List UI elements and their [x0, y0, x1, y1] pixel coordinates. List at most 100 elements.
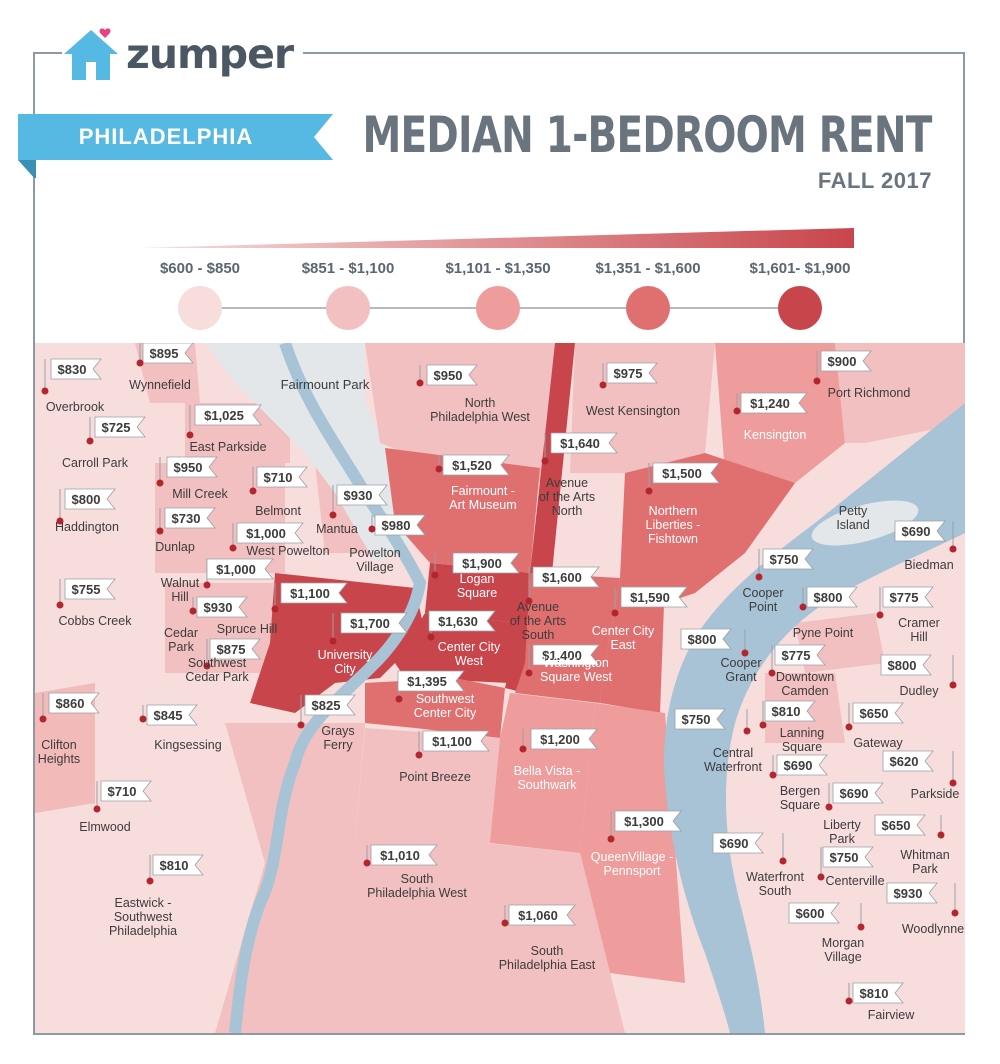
price-label: $1,300 [624, 814, 664, 829]
price-label: $1,240 [750, 396, 790, 411]
location-pin-icon [743, 727, 751, 735]
location-pin-icon [146, 877, 154, 885]
neighborhood-name: Woodlynne [902, 922, 964, 936]
price-flag [532, 644, 600, 666]
neighborhood-marker: $1,060 South Philadelphia East [499, 904, 596, 972]
neighborhood-marker: $930 Mantua [316, 484, 388, 536]
price-flag [206, 558, 274, 580]
neighborhood-name: Logan Square [457, 572, 497, 600]
location-pin-icon [39, 715, 47, 723]
price-flag [256, 466, 308, 488]
region-spruce-cedar [165, 583, 285, 673]
neighborhood-marker: $810 Lanning Square [759, 700, 824, 754]
location-pin-icon [56, 601, 64, 609]
neighborhood-marker: $1,000 Walnut Hill [161, 558, 274, 604]
neighborhood-name: Downtown Camden [776, 670, 834, 698]
brand-logo: zumper [62, 24, 304, 84]
neighborhood-name: Avenue of the Arts South [510, 600, 566, 642]
neighborhood-marker: $755 Cobbs Creek [56, 578, 132, 628]
schuylkill-river [229, 343, 427, 1033]
location-pin-icon [769, 771, 777, 779]
price-flag [340, 612, 408, 634]
neighborhood-name: Belmont [255, 504, 301, 518]
neighborhood-marker: $1,000 West Powelton [229, 522, 330, 558]
neighborhood-name: Cedar Park [164, 626, 198, 654]
neighborhood-name: Clifton Heights [38, 738, 80, 766]
price-label: $1,630 [438, 614, 478, 629]
location-pin-icon [156, 479, 164, 487]
neighborhood-name: Southwest Center City [414, 692, 477, 720]
neighborhood-name: Washington Square West [540, 656, 613, 684]
price-label: $800 [72, 492, 101, 507]
location-pin-icon [501, 919, 509, 927]
neighborhood-marker: $690 Bergen Square [769, 754, 828, 812]
neighborhood-name: Northern Liberties -Fishtown [646, 504, 701, 546]
location-pin-icon [599, 381, 607, 389]
price-flag [236, 522, 304, 544]
location-pin-icon [857, 923, 865, 931]
neighborhood-marker: $690 Liberty Park [823, 782, 884, 846]
price-flag [146, 704, 198, 726]
price-flag [64, 488, 116, 510]
neighborhood-marker: $725 Carroll Park [62, 416, 146, 470]
neighborhood-name: Petty Island [836, 504, 869, 532]
location-pin-icon [249, 487, 257, 495]
legend-label: $600 - $850 [159, 260, 241, 277]
neighborhood-name: University City [318, 648, 374, 676]
price-label: $1,100 [290, 586, 330, 601]
neighborhood-name: Elmwood [79, 820, 130, 834]
neighborhood-name: West Powelton [246, 544, 329, 558]
neighborhood-marker: $810 Eastwick -Southwest Philadelphia [109, 854, 204, 938]
price-label: $1,000 [216, 562, 256, 577]
price-flag [740, 392, 808, 414]
price-flag [209, 638, 261, 660]
price-flag [894, 520, 946, 542]
price-flag [832, 782, 884, 804]
price-label: $1,500 [662, 466, 702, 481]
price-label: $800 [888, 658, 917, 673]
neighborhood-marker: $710 Elmwood [79, 780, 152, 834]
neighborhood-marker: $1,240 Kensington [733, 392, 808, 442]
region-queen-village [580, 703, 685, 983]
location-pin-icon [415, 751, 423, 759]
price-flag [100, 780, 152, 802]
neighborhood-marker: $930 Woodlynne [886, 882, 964, 936]
price-flag [196, 596, 248, 618]
region-avenue-of-arts-south [525, 573, 620, 663]
neighborhood-name: Central Waterfront [704, 746, 762, 774]
neighborhood-name: Pyne Point [793, 626, 854, 640]
neighborhood-marker: $1,395 Southwest Center City [395, 670, 477, 720]
price-flag [674, 708, 726, 730]
price-label: $1,100 [432, 734, 472, 749]
neighborhood-marker: $650 Gateway [845, 702, 904, 750]
price-label: $1,025 [204, 408, 244, 423]
price-label: $875 [217, 642, 246, 657]
price-label: $1,395 [407, 674, 447, 689]
legend-swatch [326, 286, 370, 330]
location-pin-icon [799, 603, 807, 611]
price-flag [764, 700, 816, 722]
location-pin-icon [86, 437, 94, 445]
price-label: $980 [382, 518, 411, 533]
price-flag [712, 832, 764, 854]
price-flag [422, 730, 490, 752]
location-pin-icon [329, 637, 337, 645]
region-avenue-of-arts-north [505, 343, 575, 693]
location-pin-icon [825, 803, 833, 811]
price-label: $930 [344, 488, 373, 503]
location-pin-icon [768, 669, 776, 677]
neighborhood-name: Haddington [55, 520, 119, 534]
location-pin-icon [416, 379, 424, 387]
neighborhood-marker: $900 Port Richmond [813, 350, 911, 400]
neighborhood-name: Powelton Village [349, 546, 400, 574]
neighborhood-name: Port Richmond [828, 386, 911, 400]
price-label: $750 [770, 552, 799, 567]
price-label: $710 [108, 784, 137, 799]
neighborhood-name: Fairview [868, 1008, 916, 1022]
location-pin-icon [525, 597, 533, 605]
region-logan-square [425, 563, 530, 623]
price-label: $725 [102, 420, 131, 435]
neighborhood-marker: $860 Clifton Heights [38, 692, 100, 766]
